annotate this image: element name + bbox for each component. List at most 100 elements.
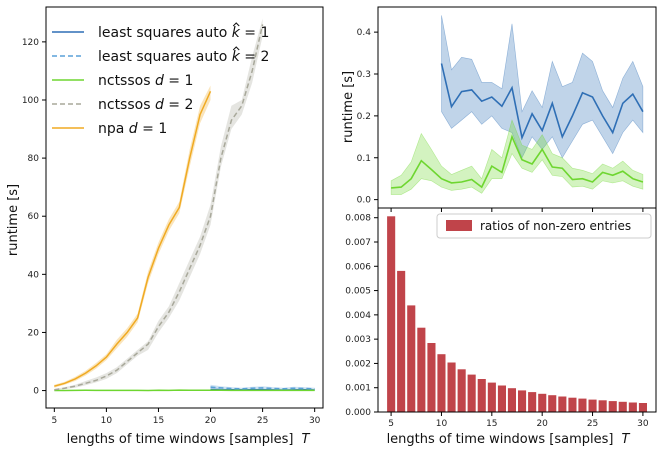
top-right-y-tick-label-4: 0.4 xyxy=(357,28,372,38)
left-legend-2-text: least squares auto xyxy=(98,49,232,65)
top-right-y-tick-label-1: 0.1 xyxy=(357,154,371,164)
bar-6 xyxy=(397,270,406,412)
bottom-right-y-tick-label-7: 0.007 xyxy=(345,238,371,248)
left-legend-5-label: npa d = 1 xyxy=(98,121,167,137)
top-right-y-axis-label: runtime [s] xyxy=(341,71,356,143)
left-x-tick-label-15: 15 xyxy=(153,416,164,426)
bar-21 xyxy=(548,395,557,412)
bar-22 xyxy=(558,396,567,412)
bar-10 xyxy=(437,354,446,412)
bar-26 xyxy=(598,400,607,412)
bottom-right-x-tick-label-20: 20 xyxy=(536,419,548,429)
bar-7 xyxy=(407,305,416,412)
left-legend-1-text: least squares auto xyxy=(98,25,232,41)
left-legend-1-label: least squares auto k = 1 xyxy=(98,25,269,41)
bottom-right-x-axis-label-var: T xyxy=(621,432,630,447)
left-legend-2-suffix: = 2 xyxy=(240,49,270,65)
bar-11 xyxy=(447,362,456,412)
left-legend-3-text: nctssos xyxy=(98,73,155,89)
left-legend-1-var: k xyxy=(232,25,241,41)
left-legend-4-label: nctssos d = 2 xyxy=(98,97,193,113)
top-right-series-lines xyxy=(391,63,644,189)
left-x-tick-label-25: 25 xyxy=(257,416,268,426)
bar-8 xyxy=(417,327,426,412)
bottom-right-bars xyxy=(387,216,647,412)
left-y-axis-label: runtime [s] xyxy=(6,184,21,256)
left-line-npa-d-1 xyxy=(54,90,212,387)
bottom-right-x-axis-label: lengths of time windows [samples] T xyxy=(387,432,631,447)
left-y-tick-label-60: 60 xyxy=(28,212,40,222)
left-line-nctssos-d-2 xyxy=(54,24,264,391)
top-right-y-tick-label-2: 0.2 xyxy=(357,112,371,122)
bottom-right-x-tick-label-15: 15 xyxy=(486,419,497,429)
bottom-right-x-tick-label-10: 10 xyxy=(436,419,448,429)
bar-14 xyxy=(477,379,486,412)
bottom-right-y-tick-label-8: 0.008 xyxy=(345,214,371,224)
left-legend-2-hat xyxy=(232,46,240,51)
top-right-y-ticks: 0.0 0.1 0.2 0.3 0.4 xyxy=(357,28,378,206)
top-right-line-nctssos-d-1 xyxy=(391,134,644,189)
bar-29 xyxy=(628,402,637,412)
left-legend-2-var: k xyxy=(232,49,241,65)
top-right-line-least-squares-auto-k-1 xyxy=(440,63,644,141)
left-x-tick-label-30: 30 xyxy=(309,416,321,426)
bar-18 xyxy=(518,390,527,412)
left-legend-3-suffix: = 1 xyxy=(164,73,194,89)
bottom-right-y-tick-label-2: 0.002 xyxy=(345,359,371,369)
left-axes-frame xyxy=(45,6,324,409)
bar-16 xyxy=(497,385,506,412)
bar-17 xyxy=(507,388,516,412)
bottom-right-legend-label: ratios of non-zero entries xyxy=(480,219,631,233)
bottom-right-x-ticks: 5 10 15 20 25 30 xyxy=(388,412,649,429)
left-x-tick-label-10: 10 xyxy=(101,416,113,426)
left-legend-1-suffix: = 1 xyxy=(240,25,270,41)
bottom-right-legend: ratios of non-zero entries xyxy=(436,213,652,239)
left-y-tick-label-20: 20 xyxy=(28,328,40,338)
left-x-tick-label-5: 5 xyxy=(51,416,57,426)
bar-15 xyxy=(487,382,496,412)
bottom-right-x-axis-label-text: lengths of time windows [samples] xyxy=(387,432,614,447)
bottom-right-x-tick-label-25: 25 xyxy=(587,419,598,429)
left-x-tick-label-20: 20 xyxy=(205,416,217,426)
left-x-axis-label-text: lengths of time windows [samples] xyxy=(67,432,294,447)
top-right-y-tick-label-0: 0.0 xyxy=(357,196,372,206)
bottom-right-legend-swatch xyxy=(446,220,472,231)
left-legend-5-var: d xyxy=(129,121,138,137)
left-x-ticks: 5 10 15 20 25 30 xyxy=(51,408,321,426)
left-line-least-squares-auto-k-2 xyxy=(210,386,315,390)
top-right-band-nctssos-d-1 xyxy=(390,119,644,195)
bottom-right-y-ticks: 0.000 0.001 0.002 0.003 0.004 0.005 0.006 0.007… xyxy=(345,214,378,418)
bar-28 xyxy=(618,401,627,412)
bottom-right-axes-frame xyxy=(377,207,657,413)
bar-19 xyxy=(528,392,537,412)
bar-30 xyxy=(638,403,647,412)
left-x-axis-label: lengths of time windows [samples] T xyxy=(67,432,311,447)
bottom-right-x-tick-label-30: 30 xyxy=(637,419,649,429)
left-y-tick-label-0: 0 xyxy=(33,387,39,397)
bottom-right-y-tick-label-4: 0.004 xyxy=(345,311,371,321)
left-y-tick-label-80: 80 xyxy=(28,154,40,164)
left-legend-4-var: d xyxy=(155,97,164,113)
left-legend-5-text: npa xyxy=(98,121,129,137)
bar-24 xyxy=(578,398,587,412)
left-y-ticks: 0 20 40 60 80 100 120 xyxy=(22,38,46,397)
left-legend-3-var: d xyxy=(155,73,164,89)
bar-9 xyxy=(427,343,436,412)
left-y-tick-label-100: 100 xyxy=(22,96,39,106)
left-legend-1-hat xyxy=(232,22,240,27)
bottom-right-y-tick-label-6: 0.006 xyxy=(345,262,371,272)
top-right-y-tick-label-3: 0.3 xyxy=(357,70,371,80)
top-right-x-ticks xyxy=(390,208,644,212)
top-right-panel: 0.0 0.1 0.2 0.3 0.4 runtime [s] xyxy=(341,6,657,212)
left-y-tick-label-120: 120 xyxy=(22,38,39,48)
bottom-right-y-tick-label-1: 0.001 xyxy=(345,384,371,394)
bottom-right-y-tick-label-3: 0.003 xyxy=(345,335,371,345)
bar-12 xyxy=(457,369,466,412)
bar-20 xyxy=(538,393,547,412)
bottom-right-legend-box xyxy=(436,213,652,239)
bottom-right-y-tick-label-5: 0.005 xyxy=(345,287,371,297)
bottom-right-panel: 0.000 0.001 0.002 0.003 0.004 0.005 0.006 0.007… xyxy=(345,207,657,447)
